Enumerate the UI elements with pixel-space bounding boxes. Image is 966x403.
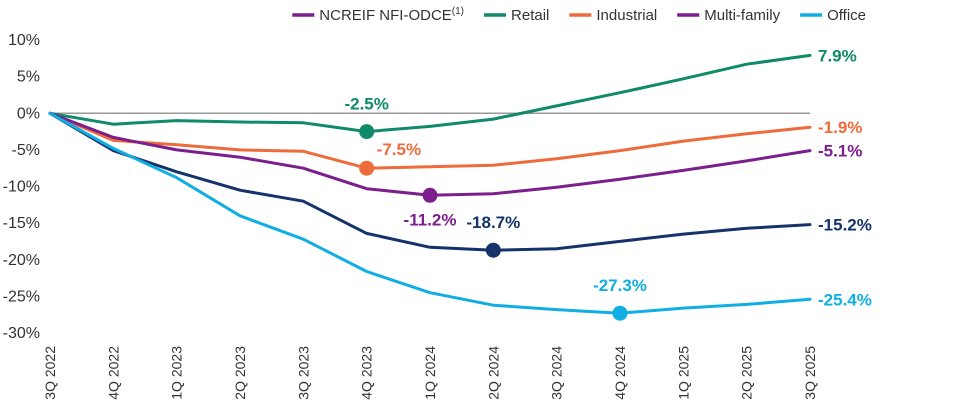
series-line-office <box>48 111 812 315</box>
marker-retail <box>359 124 375 140</box>
series-line-industrial <box>48 111 812 170</box>
series-line-retail <box>48 53 812 134</box>
legend-item-retail: Retail <box>484 7 549 24</box>
x-tick-label: 1Q 2024 <box>422 346 438 400</box>
legend-item-ncreif-nfi-odce: NCREIF NFI-ODCE(1) <box>292 6 464 24</box>
y-tick-label: 5% <box>17 69 40 86</box>
marker-industrial <box>359 160 375 176</box>
x-tick-label: 4Q 2024 <box>612 346 628 400</box>
y-tick-label: -10% <box>3 179 40 196</box>
x-tick-label: 4Q 2023 <box>359 346 375 400</box>
legend-label: Industrial <box>596 7 657 24</box>
series-markers <box>359 124 628 321</box>
marker-label-retail: -2.5% <box>344 95 388 114</box>
y-tick-label: -5% <box>12 142 40 159</box>
legend: NCREIF NFI-ODCE(1) Retail Industrial Multi-… <box>292 6 866 24</box>
marker-label-office: -27.3% <box>593 276 647 295</box>
y-tick-label: -30% <box>3 325 40 342</box>
x-tick-label: 3Q 2023 <box>295 346 311 400</box>
marker-label-multifamily: -11.2% <box>404 210 457 229</box>
x-tick-label: 1Q 2023 <box>169 346 185 400</box>
marker-label-industrial: -7.5% <box>377 140 421 159</box>
data-labels: -2.5% 7.9% -7.5% -1.9% -11.2% -5.1% -18.7% -15.… <box>344 46 871 309</box>
series-lines <box>48 53 812 315</box>
legend-label: Retail <box>511 7 549 24</box>
legend-item-multi-family: Multi-family <box>677 7 781 24</box>
legend-item-office: Office <box>800 7 866 24</box>
y-tick-label: -15% <box>3 215 40 232</box>
x-tick-label: 2Q 2024 <box>485 346 501 400</box>
y-tick-label: -20% <box>3 252 40 269</box>
marker-office <box>612 305 628 321</box>
x-tick-label: 2Q 2025 <box>739 346 755 400</box>
end-label-industrial: -1.9% <box>818 118 862 137</box>
marker-odce <box>485 242 501 258</box>
y-axis: 10% 5% 0% -5% -10% -15% -20% -25% -30% <box>3 32 810 342</box>
legend-label: NCREIF NFI-ODCE(1) <box>319 6 464 24</box>
marker-multifamily <box>422 187 438 203</box>
end-label-multifamily: -5.1% <box>818 142 862 161</box>
y-tick-label: 0% <box>17 105 40 122</box>
x-tick-label: 1Q 2025 <box>675 346 691 400</box>
legend-item-industrial: Industrial <box>569 7 657 24</box>
x-tick-label: 3Q 2024 <box>549 346 565 400</box>
end-label-retail: 7.9% <box>818 46 857 65</box>
y-tick-label: -25% <box>3 288 40 305</box>
x-tick-label: 4Q 2022 <box>105 346 121 400</box>
legend-label: Multi-family <box>704 7 780 24</box>
marker-label-odce: -18.7% <box>466 213 520 232</box>
x-tick-label: 2Q 2023 <box>232 346 248 400</box>
x-axis: 3Q 2022 4Q 2022 1Q 2023 2Q 2023 3Q 2023 4Q 20… <box>42 346 818 400</box>
end-label-office: -25.4% <box>818 290 872 309</box>
series-line-odce <box>48 111 812 252</box>
x-tick-label: 3Q 2022 <box>42 346 58 400</box>
end-label-odce: -15.2% <box>818 216 872 235</box>
legend-label: Office <box>827 7 866 24</box>
x-tick-label: 3Q 2025 <box>802 346 818 400</box>
y-tick-label: 10% <box>8 32 40 49</box>
